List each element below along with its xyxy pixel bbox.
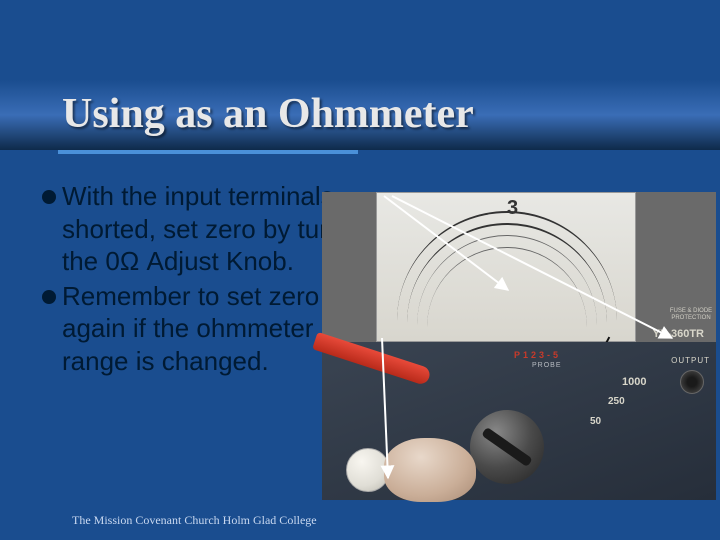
probe-label: PROBE: [532, 362, 562, 369]
bullet-dot-icon: [42, 290, 56, 304]
thumb: [384, 438, 476, 502]
brand-label: P123-5: [514, 350, 561, 360]
range-1000: 1000: [622, 376, 646, 388]
range-250: 250: [608, 396, 625, 407]
knob-slot: [481, 427, 533, 467]
multimeter-photo: 3 YX-360TR FUSE & DIODE PROTECTION P123-…: [322, 192, 716, 500]
range-50: 50: [590, 416, 601, 427]
model-label: YX-360TR: [653, 328, 704, 340]
meter-reading-label: 3: [507, 197, 518, 220]
fuse-label: FUSE & DIODE PROTECTION: [668, 308, 714, 321]
range-selector-knob: [470, 410, 544, 484]
title-underline: [58, 150, 358, 154]
output-label: OUTPUT: [671, 356, 710, 365]
meter-face: 3: [376, 192, 636, 342]
slide-title: Using as an Ohmmeter: [62, 90, 474, 138]
output-socket: [680, 370, 704, 394]
footer-text: The Mission Covenant Church Holm Glad Co…: [72, 513, 317, 528]
bullet-dot-icon: [42, 190, 56, 204]
